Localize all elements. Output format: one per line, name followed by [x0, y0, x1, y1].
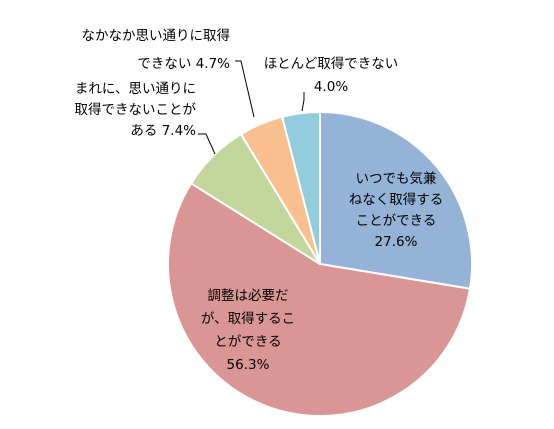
slice-label-line: いつでも気兼 — [356, 171, 437, 187]
leader-line-5 — [301, 92, 305, 112]
slice-label-line: とができる — [214, 334, 281, 350]
slice-label-2: 調整は必要だが、取得することができる 56.3% — [201, 288, 295, 373]
slice-label-line: が、取得するこ — [201, 310, 295, 327]
slice-label-line: 4.0% — [314, 79, 348, 95]
slice-label-line: まれに、思い通りに — [75, 81, 196, 97]
leader-lines — [198, 60, 305, 155]
slice-label-line: ねなく取得する — [349, 191, 444, 208]
pie-slice-2 — [167, 181, 472, 417]
slice-label-5: ほとんど取得できない 4.0% — [264, 55, 399, 95]
slice-label-line: 調整は必要だ — [208, 288, 289, 304]
leader-line-3 — [198, 133, 216, 155]
slice-label-line: なかなか思い通りに取得 — [82, 27, 231, 44]
slice-label-line: ほとんど取得できない — [264, 55, 399, 72]
slice-labels: いつでも気兼ねなく取得することができる 27.6% 調整は必要だが、取得することがで… — [75, 27, 444, 373]
slice-label-line: ことができる — [356, 213, 437, 229]
slice-label-line: ある 7.4% — [130, 123, 196, 139]
pie-slice-1 — [319, 110, 473, 290]
pie-slice-5 — [280, 110, 321, 265]
pie-slices — [167, 110, 473, 417]
slice-label-4: なかなか思い通りに取得できない 4.7% — [82, 27, 231, 72]
slice-label-3: まれに、思い通りに取得できないことがある 7.4% — [75, 81, 197, 139]
slice-label-1: いつでも気兼ねなく取得することができる 27.6% — [349, 171, 444, 250]
leader-line-4 — [235, 60, 255, 118]
slice-label-line: 取得できないことが — [75, 101, 197, 118]
slice-label-line: できない 4.7% — [137, 56, 230, 72]
slice-label-line: 27.6% — [375, 234, 418, 250]
slice-label-line: 56.3% — [227, 357, 270, 373]
